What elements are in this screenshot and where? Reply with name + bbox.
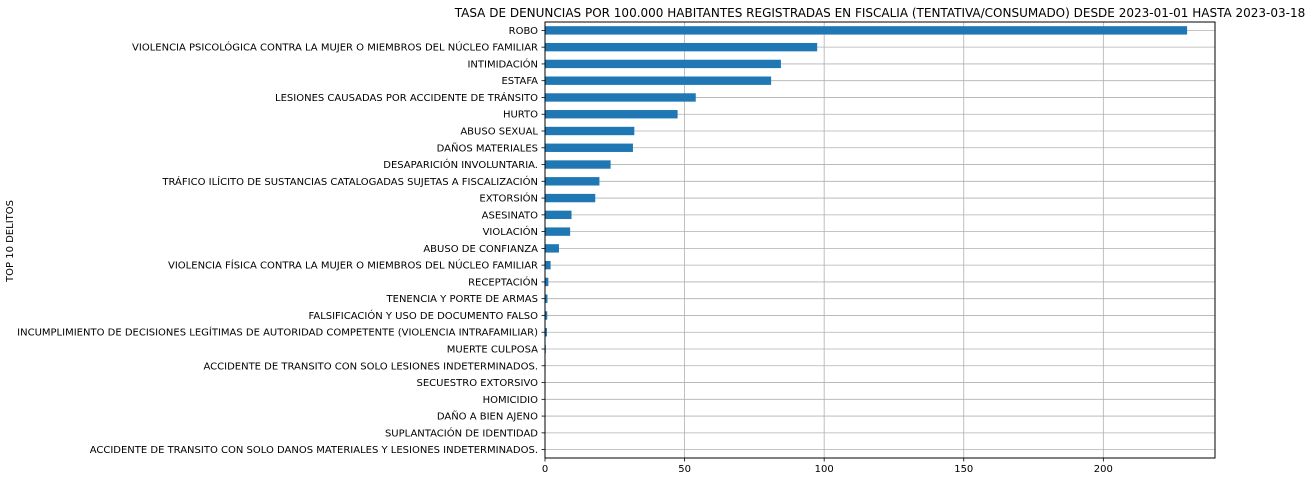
bar <box>545 42 818 52</box>
y-tick-label: ACCIDENTE DE TRANSITO CON SOLO LESIONES … <box>203 361 538 372</box>
bar <box>545 76 772 85</box>
y-tick-label: HOMICIDIO <box>483 395 539 406</box>
bar <box>545 193 596 203</box>
y-tick-layer: ROBO VIOLENCIA PSICOLÓGICA CONTRA LA MUJE… <box>17 26 545 456</box>
x-tick-label: 0 <box>542 464 548 475</box>
bar <box>545 311 548 320</box>
y-tick-label: LESIONES CAUSADAS POR ACCIDENTE DE TRÁNS… <box>275 91 538 104</box>
bar <box>545 177 600 186</box>
y-tick-label: ASESINATO <box>482 210 538 221</box>
chart-title: TASA DE DENUNCIAS POR 100.000 HABITANTES… <box>454 6 1306 20</box>
bar <box>545 294 548 303</box>
y-tick-label: MUERTE CULPOSA <box>447 345 538 356</box>
y-tick-label: FALSIFICACIÓN Y USO DE DOCUMENTO FALSO <box>309 309 539 322</box>
bar <box>545 210 572 220</box>
bar <box>545 126 635 136</box>
y-tick-label: SUPLANTACIÓN DE IDENTIDAD <box>385 426 538 439</box>
y-tick-label: DESAPARICIÓN INVOLUNTARIA. <box>383 158 538 171</box>
bar-layer <box>545 26 1188 454</box>
y-tick-label: VIOLENCIA FÍSICA CONTRA LA MUJER O MIEMB… <box>168 259 538 272</box>
y-tick-label: INTIMIDACIÓN <box>467 57 538 70</box>
bar <box>545 277 549 287</box>
y-tick-label: ACCIDENTE DE TRANSITO CON SOLO DANOS MAT… <box>90 445 538 456</box>
y-tick-label: VIOLENCIA PSICOLÓGICA CONTRA LA MUJER O … <box>132 41 538 54</box>
y-tick-label: DAÑO A BIEN AJENO <box>437 410 538 423</box>
y-tick-label: DAÑOS MATERIALES <box>437 141 538 154</box>
y-tick-label: ABUSO DE CONFIANZA <box>423 244 538 255</box>
x-tick-label: 100 <box>815 464 834 475</box>
x-tick-layer: 0 50 100 150 200 <box>542 458 1113 475</box>
bar <box>545 260 551 270</box>
bar <box>545 110 678 119</box>
bar <box>545 160 611 169</box>
bar <box>545 244 559 253</box>
y-tick-label: EXTORSIÓN <box>479 192 538 205</box>
y-tick-label: ABUSO SEXUAL <box>460 127 538 138</box>
bar <box>545 328 547 337</box>
y-tick-label: ESTAFA <box>501 76 538 87</box>
x-tick-label: 50 <box>678 464 691 475</box>
bar <box>545 93 696 102</box>
y-tick-label: TRÁFICO ILÍCITO DE SUSTANCIAS CATALOGADA… <box>161 175 538 188</box>
y-tick-label: HURTO <box>503 110 538 121</box>
y-tick-label: VIOLACIÓN <box>483 225 538 238</box>
bar <box>545 227 571 236</box>
y-axis-label: TOP 10 DELITOS <box>5 200 16 283</box>
y-tick-label: TENENCIA Y PORTE DE ARMAS <box>386 294 538 305</box>
plot-frame <box>544 21 1216 459</box>
y-tick-label: SECUESTRO EXTORSIVO <box>417 378 539 389</box>
y-tick-label: RECEPTACIÓN <box>468 275 538 288</box>
y-tick-label: INCUMPLIMIENTO DE DECISIONES LEGÍTIMAS D… <box>17 326 538 339</box>
bar <box>545 26 1188 35</box>
y-tick-label: ROBO <box>509 26 539 37</box>
x-tick-label: 200 <box>1094 464 1113 475</box>
bar <box>545 59 781 69</box>
x-tick-label: 150 <box>954 464 973 475</box>
bar <box>545 143 633 152</box>
